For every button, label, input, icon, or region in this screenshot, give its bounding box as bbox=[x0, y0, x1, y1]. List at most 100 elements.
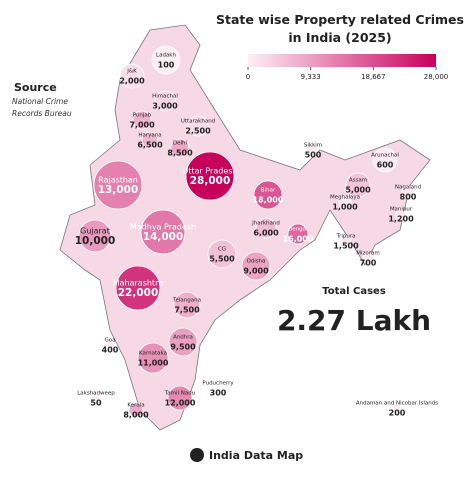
total-value: 2.27 Lakh bbox=[277, 304, 431, 337]
state-name: Mizoram bbox=[356, 251, 380, 257]
india-outline bbox=[59, 24, 431, 431]
state-name: Assam bbox=[349, 178, 367, 184]
state-region bbox=[141, 131, 159, 149]
legend-tick-label: 0 bbox=[246, 73, 250, 81]
state-region bbox=[167, 385, 193, 411]
state-region bbox=[91, 393, 101, 403]
state-name: Andhra bbox=[173, 335, 193, 341]
state-value: 800 bbox=[400, 193, 417, 202]
state-name: Rajasthan bbox=[98, 176, 138, 185]
state-name: Delhi bbox=[173, 141, 188, 147]
state-region bbox=[253, 180, 283, 210]
state-name: Kerala bbox=[127, 403, 144, 409]
state-value: 500 bbox=[305, 151, 322, 160]
state-value: 18,000 bbox=[253, 196, 284, 205]
footer: India Data Map bbox=[209, 449, 303, 462]
state-value: 200 bbox=[389, 409, 406, 418]
total-label: Total Cases bbox=[322, 286, 386, 297]
state-region bbox=[173, 291, 201, 319]
state-region bbox=[307, 144, 319, 156]
state-region bbox=[132, 110, 152, 130]
state-region bbox=[185, 151, 235, 201]
state-value: 2,500 bbox=[185, 127, 211, 136]
state-name: Himachal bbox=[152, 94, 178, 100]
state-region bbox=[128, 402, 144, 418]
state-value: 6,500 bbox=[137, 141, 163, 150]
state-name: Bengal bbox=[288, 227, 308, 233]
state-name: Uttar Pradesh bbox=[183, 167, 238, 176]
state-name: Andaman and Nicobar Islands bbox=[356, 401, 438, 407]
state-value: 5,000 bbox=[345, 186, 371, 195]
state-region bbox=[401, 185, 415, 199]
state-name: Manipur bbox=[390, 207, 413, 213]
state-name: Nagaland bbox=[395, 185, 421, 191]
state-region bbox=[395, 208, 407, 220]
state-name: Ladakh bbox=[156, 53, 176, 59]
footer-icon bbox=[190, 448, 204, 462]
state-region bbox=[78, 219, 112, 253]
state-name: Jharkhand bbox=[251, 221, 280, 227]
legend-tick-label: 9,333 bbox=[301, 73, 321, 81]
state-region bbox=[187, 115, 209, 137]
state-name: Odisha bbox=[246, 259, 265, 265]
state-value: 7,500 bbox=[174, 306, 200, 315]
state-name: Uttarakhand bbox=[181, 119, 215, 125]
state-value: 16,000 bbox=[283, 235, 314, 244]
source-box: National Crime Records Bureau bbox=[12, 97, 72, 118]
state-value: 22,000 bbox=[118, 287, 159, 299]
state-region bbox=[119, 63, 145, 89]
state-value: 1,500 bbox=[333, 242, 359, 251]
state-value: 700 bbox=[360, 259, 377, 268]
state-region bbox=[214, 384, 222, 392]
state-region bbox=[140, 209, 186, 255]
state-name: Goa bbox=[105, 338, 116, 344]
state-region bbox=[392, 403, 402, 413]
state-region bbox=[154, 90, 176, 112]
state-region bbox=[241, 251, 271, 281]
state-name: Tamil Nadu bbox=[164, 391, 195, 397]
state-value: 28,000 bbox=[190, 175, 231, 187]
state-value: 2,000 bbox=[119, 77, 145, 86]
state-region bbox=[115, 265, 161, 311]
state-name: Madhya Pradesh bbox=[130, 223, 196, 232]
state-value: 8,000 bbox=[123, 411, 149, 420]
state-value: 1,000 bbox=[332, 203, 358, 212]
state-region bbox=[345, 172, 371, 198]
state-value: 9,500 bbox=[170, 343, 196, 352]
state-value: 11,000 bbox=[138, 359, 169, 368]
state-name: Maharashtra bbox=[113, 279, 164, 288]
state-name: Haryana bbox=[138, 133, 161, 139]
state-region bbox=[170, 138, 190, 158]
legend-tick-label: 18,667 bbox=[361, 73, 386, 81]
state-region bbox=[168, 327, 198, 357]
state-region bbox=[93, 160, 143, 210]
state-value: 14,000 bbox=[143, 231, 184, 243]
state-region bbox=[137, 342, 169, 374]
state-region bbox=[207, 239, 237, 269]
state-value: 300 bbox=[210, 389, 227, 398]
state-value: 6,000 bbox=[253, 229, 279, 238]
state-value: 600 bbox=[377, 161, 394, 170]
state-value: 12,000 bbox=[165, 399, 196, 408]
state-name: Karnataka bbox=[139, 351, 167, 357]
state-name: Punjab bbox=[133, 113, 152, 119]
state-name: Tripura bbox=[336, 234, 356, 240]
state-name: Puducherry bbox=[202, 381, 234, 387]
state-value: 10,000 bbox=[75, 235, 116, 247]
state-name: J&K bbox=[126, 69, 137, 75]
state-name: Sikkim bbox=[304, 143, 322, 149]
state-name: Bihar bbox=[261, 188, 276, 194]
state-region bbox=[362, 252, 374, 264]
state-value: 1,200 bbox=[388, 215, 414, 224]
state-region bbox=[105, 340, 115, 350]
state-value: 8,500 bbox=[167, 149, 193, 158]
legend-tick-label: 28,000 bbox=[424, 73, 449, 81]
state-name: Meghalaya bbox=[330, 195, 360, 201]
state-value: 13,000 bbox=[98, 184, 139, 196]
state-value: 7,000 bbox=[129, 121, 155, 130]
state-name: Telangana bbox=[172, 298, 201, 304]
state-name: CG bbox=[218, 247, 226, 253]
state-name: Arunachal bbox=[371, 153, 399, 159]
state-value: 400 bbox=[102, 346, 119, 355]
